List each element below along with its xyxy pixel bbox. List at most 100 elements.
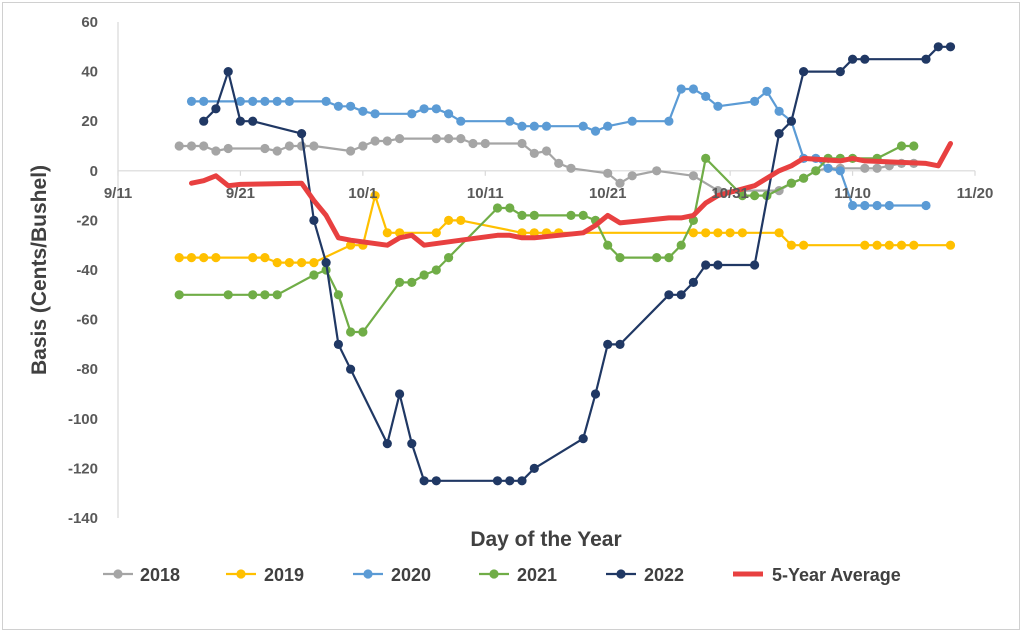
data-point xyxy=(358,141,368,151)
data-point xyxy=(382,228,392,238)
data-point xyxy=(541,121,552,131)
data-point xyxy=(272,290,282,300)
y-tick-label: 60 xyxy=(81,14,98,31)
x-tick-label: 10/31 xyxy=(711,185,749,202)
data-point xyxy=(480,138,490,149)
y-tick-label: -140 xyxy=(68,510,98,527)
data-point xyxy=(848,54,858,64)
data-point xyxy=(517,210,527,220)
data-point xyxy=(823,163,833,173)
data-point xyxy=(272,258,282,268)
data-point xyxy=(884,240,894,250)
y-axis-title: Basis (Cents/Bushel) xyxy=(28,165,51,375)
data-point xyxy=(566,210,576,220)
data-point xyxy=(260,290,270,300)
data-point xyxy=(786,116,797,126)
series-2019 xyxy=(174,191,956,268)
y-tick-label: -60 xyxy=(76,312,98,329)
data-point xyxy=(860,200,870,211)
data-point xyxy=(603,168,613,178)
data-point xyxy=(456,134,466,144)
legend-marker xyxy=(363,569,373,579)
data-point xyxy=(590,126,601,136)
data-point xyxy=(799,173,809,183)
axes xyxy=(117,22,976,518)
data-point xyxy=(933,42,943,52)
legend-marker xyxy=(236,569,246,579)
data-point xyxy=(431,104,441,114)
series-layer xyxy=(174,42,956,486)
data-point xyxy=(248,96,258,106)
data-point xyxy=(578,434,588,444)
data-point xyxy=(272,96,282,106)
data-point xyxy=(346,327,356,337)
data-point xyxy=(211,146,221,156)
data-point xyxy=(603,240,613,250)
legend-label: 2021 xyxy=(517,565,557,585)
data-point xyxy=(529,148,539,158)
data-point xyxy=(186,96,197,106)
data-point xyxy=(945,42,956,52)
data-point xyxy=(896,240,907,250)
data-point xyxy=(799,67,809,77)
x-tick-label: 11/20 xyxy=(957,185,994,202)
data-point xyxy=(174,253,184,263)
data-point xyxy=(456,116,466,126)
data-point xyxy=(603,339,613,349)
data-point xyxy=(921,54,931,64)
data-point xyxy=(260,143,270,154)
data-point xyxy=(346,101,356,111)
data-point xyxy=(884,200,894,211)
data-point xyxy=(370,109,380,119)
legend-item: 2021 xyxy=(479,565,557,585)
data-point xyxy=(260,96,270,106)
legend-marker xyxy=(616,569,626,579)
legend-item: 2022 xyxy=(606,565,684,585)
data-point xyxy=(872,240,882,250)
data-point xyxy=(505,203,515,213)
data-point xyxy=(174,141,184,151)
data-point xyxy=(419,270,429,280)
data-point xyxy=(346,364,356,374)
data-point xyxy=(395,134,405,144)
data-point xyxy=(774,106,784,116)
data-point xyxy=(578,210,588,220)
data-point xyxy=(860,54,870,64)
data-point xyxy=(370,191,380,201)
data-point xyxy=(211,104,221,114)
legend-label: 2020 xyxy=(391,565,431,585)
legend-label: 2019 xyxy=(264,565,304,585)
data-point xyxy=(284,96,294,106)
series-line xyxy=(189,141,953,248)
y-tick-label: -40 xyxy=(76,262,98,279)
data-point xyxy=(517,476,527,486)
data-point xyxy=(223,143,233,154)
data-point xyxy=(713,260,723,270)
data-point xyxy=(945,240,956,250)
y-tick-label: 40 xyxy=(81,64,98,81)
data-point xyxy=(676,84,686,94)
data-point xyxy=(554,158,564,168)
data-point xyxy=(578,121,588,131)
data-point xyxy=(529,210,539,220)
x-tick-label: 9/11 xyxy=(104,185,132,202)
data-point xyxy=(444,109,454,119)
data-point xyxy=(676,240,686,250)
data-point xyxy=(395,389,405,399)
data-point xyxy=(309,258,319,268)
legend: 2018 2019 2020 2021 2022 5-Year Average xyxy=(103,565,901,585)
data-point xyxy=(284,258,294,268)
data-point xyxy=(835,166,845,176)
data-point xyxy=(627,116,637,126)
data-point xyxy=(248,253,258,263)
data-point xyxy=(199,96,209,106)
data-point xyxy=(505,476,515,486)
data-point xyxy=(382,439,392,449)
data-point xyxy=(297,258,307,268)
data-point xyxy=(872,200,882,211)
data-point xyxy=(407,109,417,119)
data-point xyxy=(248,290,258,300)
data-point xyxy=(737,191,748,201)
data-point xyxy=(615,253,625,263)
